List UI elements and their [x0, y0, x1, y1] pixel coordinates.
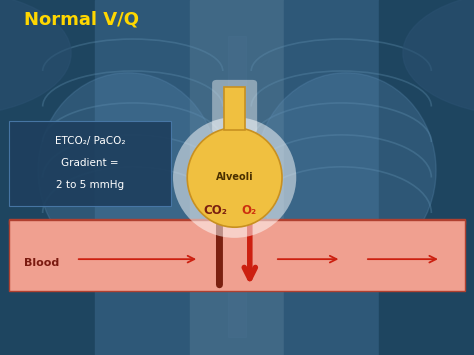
Ellipse shape: [173, 117, 296, 238]
FancyBboxPatch shape: [212, 80, 257, 133]
Text: Normal V/Q: Normal V/Q: [24, 11, 139, 29]
Bar: [9, 219, 465, 224]
Ellipse shape: [0, 0, 71, 115]
Ellipse shape: [403, 0, 474, 115]
Bar: [0, 0, 95, 355]
FancyBboxPatch shape: [9, 121, 171, 206]
Ellipse shape: [38, 73, 218, 268]
Text: CO₂: CO₂: [204, 203, 228, 217]
Text: ETCO₂/ PaCO₂: ETCO₂/ PaCO₂: [55, 136, 125, 146]
Text: 2 to 5 mmHg: 2 to 5 mmHg: [56, 180, 124, 190]
Text: O₂: O₂: [241, 203, 256, 217]
Bar: [284, 0, 379, 355]
Text: Blood: Blood: [24, 258, 59, 268]
Ellipse shape: [187, 128, 282, 227]
Bar: [228, 36, 246, 337]
Bar: [9, 220, 465, 291]
Text: Gradient =: Gradient =: [61, 158, 119, 168]
Bar: [190, 0, 284, 355]
Text: Alveoli: Alveoli: [216, 173, 254, 182]
Bar: [95, 0, 190, 355]
Ellipse shape: [256, 73, 436, 268]
FancyBboxPatch shape: [224, 87, 246, 130]
Bar: [379, 0, 474, 355]
